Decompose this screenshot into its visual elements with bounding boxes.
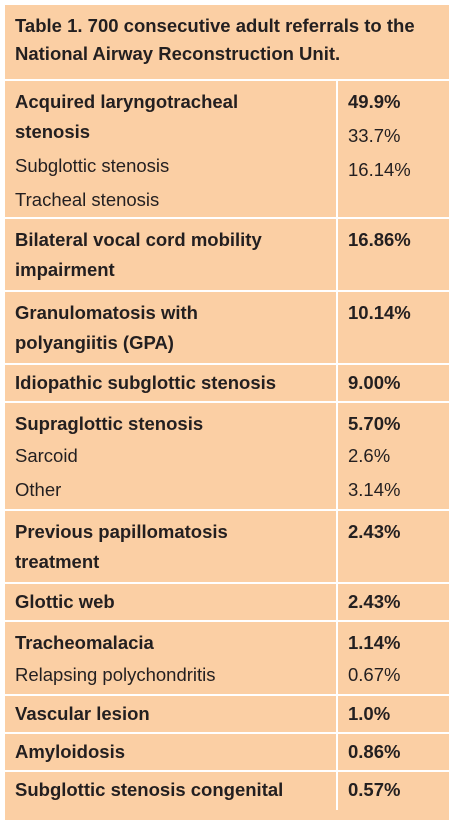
row-label: Acquired laryngotracheal stenosis [15,91,239,142]
row-label: Vascular lesion [15,703,150,724]
data-table: Acquired laryngotracheal stenosis Subglo… [5,79,449,810]
row-label: Previous papillomatosis treatment [15,521,228,572]
row-label: Tracheomalacia [15,632,154,653]
row-label: Glottic web [15,591,115,612]
table-row: Subglottic stenosis congenital 0.57% [5,770,449,810]
table-row: Supraglottic stenosis Sarcoid Other 5.70… [5,401,449,509]
table-row: Tracheomalacia Relapsing polychondritis … [5,620,449,694]
table-row: Bilateral vocal cord mobility impairment… [5,217,449,290]
row-label: Idiopathic subglottic stenosis [15,372,277,393]
row-value: 2.43% [348,591,401,612]
row-value: 16.86% [348,229,411,250]
row-label: Granulomatosis with polyangiitis (GPA) [15,302,198,353]
subrow-label: Sarcoid [15,445,78,466]
table-row: Idiopathic subglottic stenosis 9.00% [5,363,449,401]
subrow-value: 16.14% [348,159,411,180]
row-value: 1.14% [348,632,401,653]
row-value: 0.57% [348,779,401,800]
row-value: 49.9% [348,91,401,112]
subrow-label: Subglottic stenosis [15,155,170,176]
subrow-value: 33.7% [348,125,401,146]
subrow-value: 0.67% [348,664,401,685]
table-row: Glottic web 2.43% [5,582,449,620]
table-row: Amyloidosis 0.86% [5,732,449,770]
row-label: Subglottic stenosis congenital [15,779,284,800]
table-row: Previous papillomatosis treatment 2.43% [5,509,449,582]
row-label: Amyloidosis [15,741,125,762]
table-row: Granulomatosis with polyangiitis (GPA) 1… [5,290,449,363]
row-label: Bilateral vocal cord mobility impairment [15,229,262,280]
table-row: Vascular lesion 1.0% [5,694,449,732]
subrow-label: Other [15,479,62,500]
table-row: Acquired laryngotracheal stenosis Subglo… [5,79,449,217]
subrow-value: 2.6% [348,445,391,466]
subrow-label: Relapsing polychondritis [15,664,216,685]
row-value: 9.00% [348,372,401,393]
row-value: 2.43% [348,521,401,542]
table-container: Table 1. 700 consecutive adult referrals… [3,3,450,822]
table-title: Table 1. 700 consecutive adult referrals… [5,5,449,76]
row-value: 1.0% [348,703,391,724]
subrow-label: Tracheal stenosis [15,189,160,210]
row-value: 5.70% [348,413,401,434]
row-value: 0.86% [348,741,401,762]
subrow-value: 3.14% [348,479,401,500]
row-value: 10.14% [348,302,411,323]
row-label: Supraglottic stenosis [15,413,204,434]
